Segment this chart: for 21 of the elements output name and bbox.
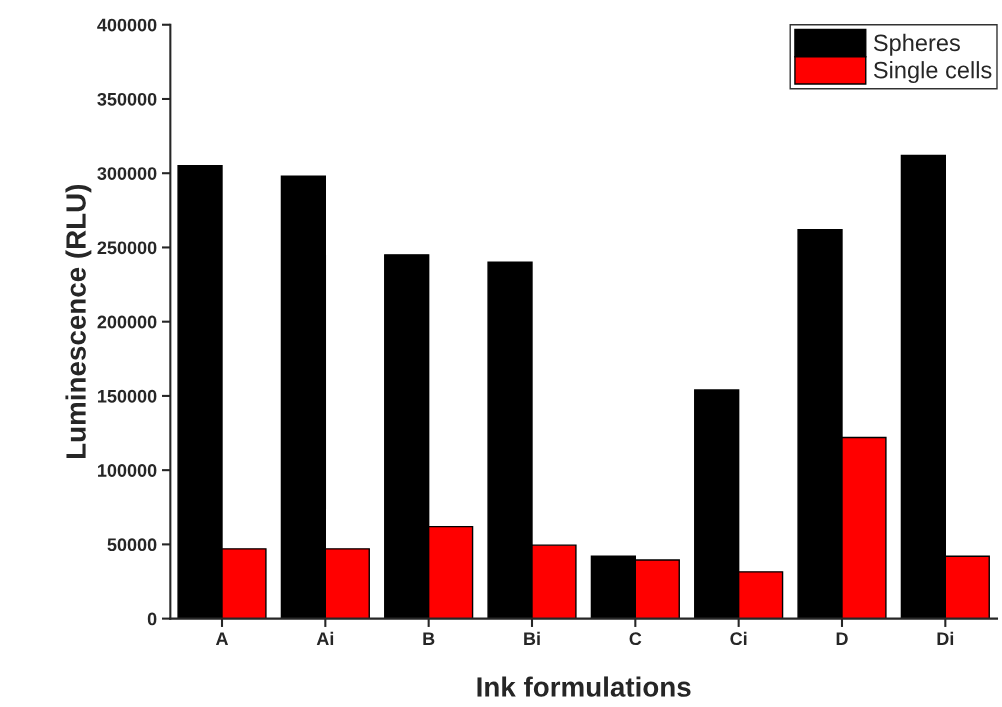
x-tick-label: D (836, 632, 848, 645)
legend-label: Spheres (873, 33, 960, 56)
x-axis-title: Ink formulations (477, 676, 691, 697)
y-axis-title: Luminescence (RLU) (65, 184, 92, 458)
x-tick-label: B (423, 632, 435, 645)
y-tick-label: 0 (147, 612, 157, 626)
x-tick-label: Bi (524, 631, 540, 645)
y-tick-label: 300000 (97, 167, 157, 180)
y-tick-label: 50000 (107, 538, 157, 552)
y-tick-label: 400000 (97, 18, 157, 32)
x-tick-label: Ci (730, 631, 747, 646)
x-tick-label: Ai (316, 631, 334, 645)
y-tick-label: 350000 (97, 92, 157, 106)
y-tick-label: 250000 (97, 241, 157, 255)
x-tick-label: A (215, 632, 229, 645)
y-tick-label: 200000 (97, 315, 157, 329)
y-tick-label: 100000 (98, 464, 157, 477)
x-tick-label: Di (937, 631, 954, 645)
legend-label: Single cells (873, 61, 992, 84)
y-tick-label: 150000 (98, 389, 157, 403)
x-tick-label: C (629, 632, 642, 646)
